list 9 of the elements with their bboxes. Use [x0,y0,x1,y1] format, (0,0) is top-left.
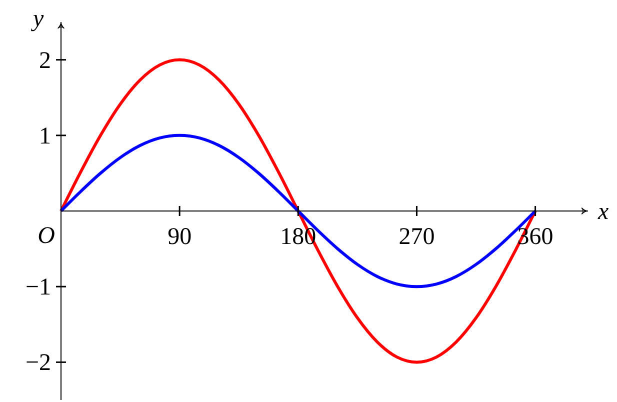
x-tick-label: 270 [398,224,435,250]
y-tick-label: −2 [25,350,51,376]
y-tick-label: 1 [39,123,51,150]
x-tick-label: 90 [168,224,192,250]
x-axis-title: x [597,199,609,225]
y-tick-label: 2 [39,48,51,74]
y-tick-label: −1 [25,274,51,301]
annotation: O [38,223,55,249]
y-axis-title: y [31,6,44,32]
